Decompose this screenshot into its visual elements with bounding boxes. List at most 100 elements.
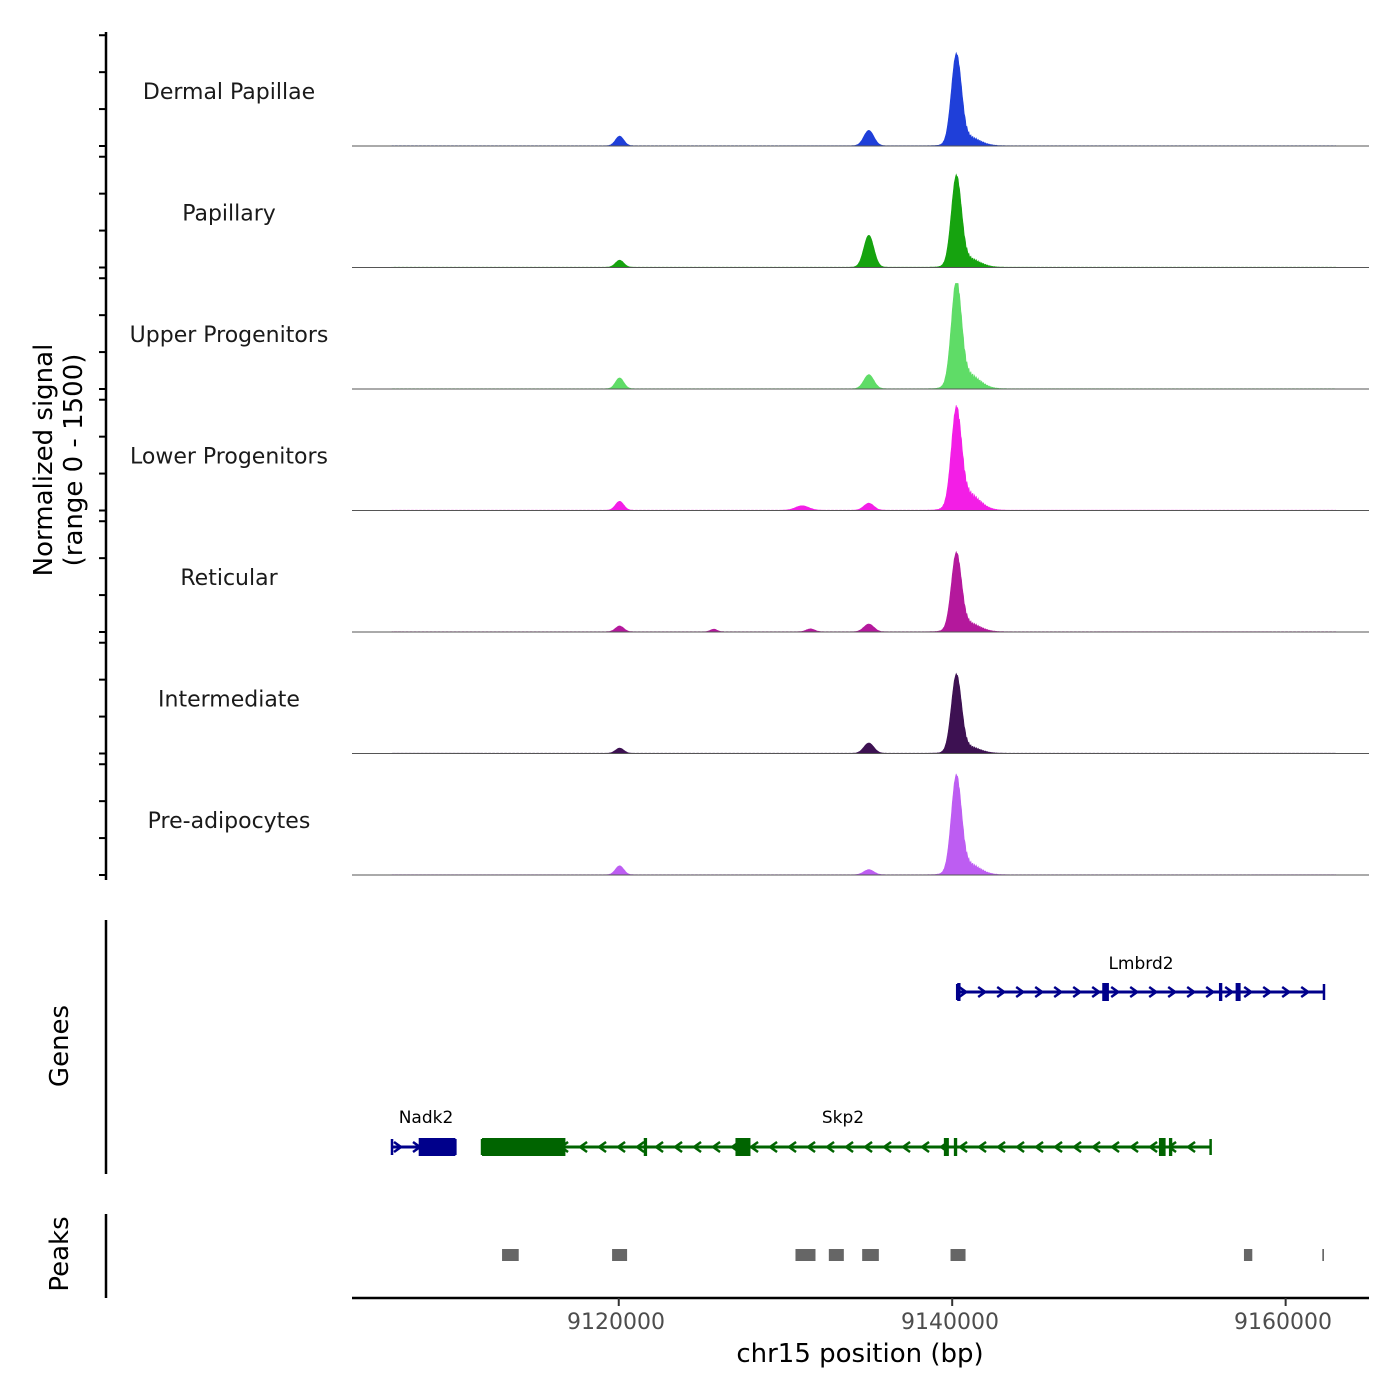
peak-block — [612, 1249, 628, 1261]
strand-arrow — [634, 1140, 645, 1154]
strand-arrow — [1185, 1140, 1196, 1154]
x-tick-label-1: 9120000 — [567, 1310, 665, 1335]
exon — [418, 1138, 456, 1156]
x-axis-title: chr15 position (bp) — [736, 1339, 983, 1369]
coverage-area — [391, 773, 1336, 876]
coverage-tracks: Dermal Papillae Papillary Upper Progenitor… — [130, 51, 1369, 876]
strand-arrow — [1262, 985, 1273, 999]
gene-label-lmbrd2: Lmbrd2 — [1108, 954, 1173, 974]
coverage-area — [391, 550, 1336, 633]
strand-arrow — [1128, 1140, 1139, 1154]
exon — [943, 1138, 949, 1156]
exon — [482, 1138, 566, 1156]
strand-arrow — [767, 1140, 778, 1154]
peak-block — [795, 1249, 816, 1261]
exon — [1168, 1138, 1173, 1156]
strand-arrow — [786, 1140, 797, 1154]
strand-arrow — [1090, 1140, 1101, 1154]
strand-arrow — [577, 1140, 588, 1154]
exon — [953, 1138, 958, 1156]
coverage-area — [391, 283, 1336, 390]
strand-arrow — [996, 985, 1007, 999]
exon — [1158, 1138, 1166, 1156]
strand-arrow — [1300, 985, 1311, 999]
track-label: Lower Progenitors — [130, 445, 328, 470]
track-label: Pre-adipocytes — [148, 809, 311, 834]
strand-arrow — [1053, 985, 1064, 999]
strand-arrow — [900, 1140, 911, 1154]
peak-track — [502, 1249, 1324, 1261]
strand-arrow — [1091, 985, 1102, 999]
gene-label-nadk2: Nadk2 — [399, 1108, 454, 1128]
x-tick-label-2: 9140000 — [901, 1310, 999, 1335]
track-label: Intermediate — [158, 688, 300, 713]
strand-arrow — [672, 1140, 683, 1154]
strand-arrow — [710, 1140, 721, 1154]
strand-arrow — [824, 1140, 835, 1154]
track-label: Dermal Papillae — [143, 80, 315, 105]
strand-arrow — [1147, 1140, 1158, 1154]
exon — [957, 983, 961, 1001]
strand-arrow — [615, 1140, 626, 1154]
strand-arrow — [1072, 985, 1083, 999]
strand-arrow — [1052, 1140, 1063, 1154]
peak-block — [862, 1249, 879, 1261]
coverage-area — [391, 672, 1336, 754]
x-axis-ticks — [617, 1298, 1287, 1306]
strand-arrow — [1071, 1140, 1082, 1154]
signal-axis-ticks — [99, 34, 106, 876]
y-axis-title-line1: Normalized signal — [29, 344, 59, 577]
strand-arrow — [995, 1140, 1006, 1154]
strand-arrow — [748, 1140, 759, 1154]
strand-arrow — [596, 1140, 607, 1154]
strand-arrow — [1281, 985, 1292, 999]
strand-arrow — [1034, 985, 1045, 999]
strand-arrow — [977, 985, 988, 999]
peak-block — [950, 1249, 966, 1261]
strand-arrow — [1015, 985, 1026, 999]
strand-arrow — [958, 985, 969, 999]
track-label: Papillary — [182, 202, 276, 227]
track-label: Upper Progenitors — [130, 323, 329, 348]
track-label: Reticular — [180, 566, 278, 591]
peak-block — [828, 1249, 844, 1261]
strand-arrow — [1129, 985, 1140, 999]
strand-arrow — [1109, 1140, 1120, 1154]
strand-arrow — [1167, 985, 1178, 999]
strand-arrow — [976, 1140, 987, 1154]
strand-arrow — [881, 1140, 892, 1154]
coverage-area — [391, 173, 1336, 268]
exon — [1235, 983, 1241, 1001]
exon — [1102, 983, 1109, 1001]
strand-arrow — [1033, 1140, 1044, 1154]
gene-track — [390, 983, 1326, 1156]
strand-arrow — [919, 1140, 930, 1154]
strand-arrow — [653, 1140, 664, 1154]
strand-arrow — [1148, 985, 1159, 999]
coverage-area — [391, 51, 1336, 147]
y-axis-title-line2: (range 0 - 1500) — [59, 354, 89, 567]
strand-arrow — [1110, 985, 1121, 999]
strand-arrow — [862, 1140, 873, 1154]
exon — [735, 1138, 751, 1156]
x-tick-label-3: 9160000 — [1234, 1310, 1332, 1335]
strand-arrow — [1014, 1140, 1025, 1154]
peak-block — [502, 1249, 519, 1261]
exon — [643, 1138, 648, 1156]
peaks-axis-title: Peaks — [45, 1216, 75, 1291]
strand-arrow — [805, 1140, 816, 1154]
strand-arrow — [957, 1140, 968, 1154]
strand-arrow — [393, 1140, 404, 1154]
strand-arrow — [1243, 985, 1254, 999]
strand-arrow — [843, 1140, 854, 1154]
strand-arrow — [1205, 985, 1216, 999]
gene-label-skp2: Skp2 — [822, 1108, 864, 1128]
strand-arrow — [1186, 985, 1197, 999]
genes-axis-title: Genes — [45, 1005, 75, 1087]
coverage-area — [391, 405, 1336, 511]
strand-arrow — [691, 1140, 702, 1154]
peak-block — [1243, 1249, 1253, 1261]
peak-block — [1322, 1249, 1324, 1261]
exon — [1218, 983, 1223, 1001]
